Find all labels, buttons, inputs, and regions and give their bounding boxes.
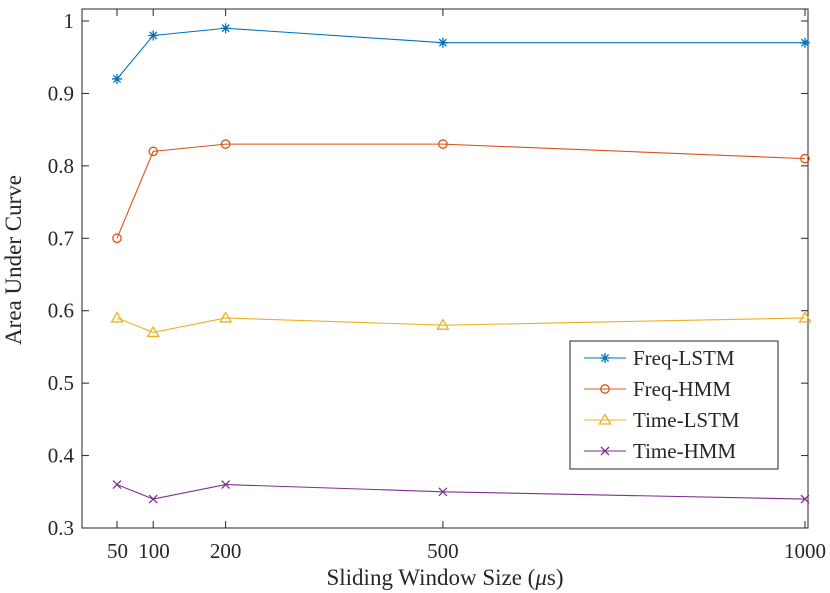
series-time-lstm	[110, 311, 812, 338]
data-point	[146, 325, 160, 338]
legend-marker	[600, 353, 610, 363]
data-point	[148, 146, 159, 157]
series-line-time-lstm	[116, 317, 806, 334]
data-point	[437, 37, 448, 48]
legend-item-freq-hmm: Freq-HMM	[584, 377, 731, 401]
legend-label: Freq-HMM	[633, 377, 731, 401]
data-point	[219, 311, 233, 323]
data-point	[112, 480, 122, 490]
x-tick-label: 200	[210, 539, 242, 563]
legend-marker	[600, 446, 610, 456]
y-axis: 0.3 0.4 0.5 0.6 0.7 0.8 0.9 1	[48, 9, 808, 540]
series-line-freq-hmm	[116, 143, 806, 239]
data-point	[220, 139, 231, 149]
data-point	[438, 487, 448, 497]
x-tick-label: 50	[107, 539, 128, 563]
legend-label: Time-HMM	[633, 439, 736, 463]
data-point	[800, 153, 810, 164]
y-tick-label: 1	[64, 9, 75, 33]
data-point	[221, 480, 231, 490]
y-tick-label: 0.4	[48, 444, 75, 468]
data-point	[110, 311, 124, 323]
x-tick-label: 1000	[784, 539, 826, 563]
data-point	[220, 23, 231, 34]
y-tick-label: 0.6	[48, 299, 74, 323]
data-point	[436, 318, 450, 330]
legend-item-time-hmm: Time-HMM	[584, 439, 736, 463]
data-point	[112, 73, 122, 84]
legend: Freq-LSTM Freq-HMM Time-LSTM Time-HMM	[569, 340, 779, 470]
legend-label: Freq-LSTM	[633, 346, 735, 370]
data-point	[798, 311, 812, 323]
x-tick-label: 500	[427, 539, 459, 563]
series-time-hmm	[112, 480, 810, 504]
data-point	[800, 37, 810, 48]
legend-label: Time-LSTM	[633, 408, 740, 432]
legend-item-time-lstm: Time-LSTM	[584, 408, 740, 432]
series-freq-lstm	[112, 23, 810, 84]
x-axis: 50 100 200 500 1000	[107, 9, 826, 563]
series-freq-hmm	[112, 139, 810, 244]
legend-marker	[598, 413, 612, 425]
y-tick-label: 0.8	[48, 154, 74, 178]
series-group	[110, 23, 812, 504]
y-tick-label: 0.9	[48, 81, 74, 105]
data-point	[148, 494, 158, 504]
x-axis-label: Sliding Window Size (μs)	[326, 565, 563, 590]
legend-item-freq-lstm: Freq-LSTM	[584, 346, 735, 370]
data-point	[148, 30, 159, 41]
legend-marker	[600, 384, 610, 394]
data-point	[800, 494, 810, 504]
x-tick-label: 100	[138, 539, 170, 563]
y-axis-label: Area Under Curve	[1, 175, 26, 345]
y-tick-label: 0.5	[48, 371, 74, 395]
data-point	[438, 139, 448, 149]
data-point	[112, 233, 122, 244]
y-tick-label: 0.3	[48, 516, 74, 540]
y-tick-label: 0.7	[48, 226, 74, 250]
